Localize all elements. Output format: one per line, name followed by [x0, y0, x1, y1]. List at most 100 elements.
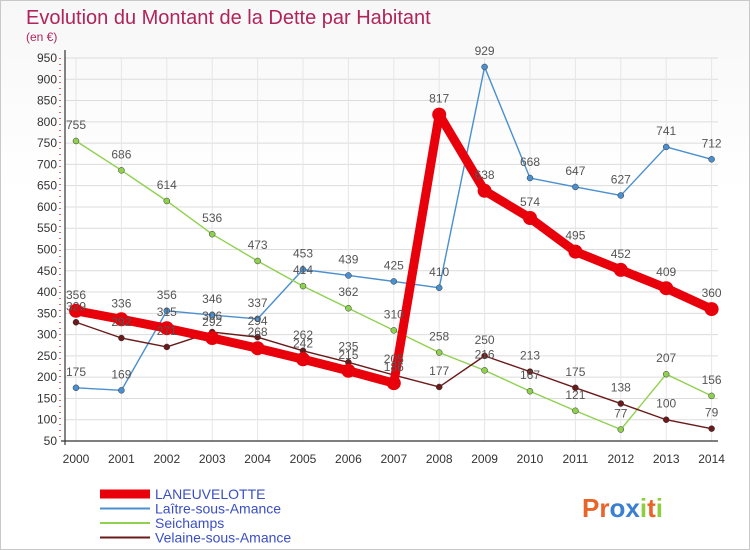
y-tick-label: 700 [37, 157, 57, 171]
data-label: 138 [611, 381, 631, 395]
data-label: 77 [614, 407, 628, 421]
data-point [254, 257, 261, 265]
data-point [617, 426, 625, 433]
data-point [704, 302, 719, 317]
data-point [481, 352, 488, 360]
data-label: 817 [429, 92, 449, 106]
data-point [617, 192, 625, 199]
data-point [435, 284, 443, 292]
legend-label: Velaine-sous-Amance [155, 530, 291, 546]
data-point [72, 384, 80, 392]
data-label: 213 [520, 349, 540, 363]
data-label: 409 [656, 265, 676, 279]
data-point [572, 183, 579, 191]
data-label: 638 [475, 168, 495, 182]
data-label: 186 [384, 360, 404, 374]
data-label: 741 [656, 124, 676, 138]
data-point [572, 384, 579, 392]
data-point [526, 387, 534, 395]
data-label: 262 [293, 328, 313, 342]
y-tick-label: 850 [37, 94, 57, 108]
data-point [208, 230, 216, 238]
data-label: 495 [565, 229, 585, 243]
data-point [526, 368, 534, 375]
logo-letter: P [582, 493, 599, 523]
data-point [254, 333, 261, 341]
logo-letter: t [647, 493, 656, 523]
data-label: 169 [111, 367, 131, 381]
data-label: 414 [293, 263, 313, 277]
data-label: 329 [66, 299, 86, 313]
data-label: 410 [429, 265, 449, 279]
data-point [708, 392, 715, 400]
legend-label: Seichamps [155, 515, 224, 531]
x-tick-label: 2004 [244, 452, 271, 466]
x-tick-label: 2003 [199, 452, 226, 466]
data-point [163, 343, 171, 351]
x-tick-label: 2010 [517, 452, 544, 466]
data-label: 294 [248, 314, 268, 328]
data-label: 306 [202, 309, 222, 323]
logo-letter: x [625, 493, 640, 523]
data-point [481, 63, 488, 71]
data-label: 453 [293, 247, 313, 261]
data-point [432, 107, 447, 122]
data-label: 177 [429, 364, 449, 378]
data-point [572, 407, 579, 415]
data-label: 216 [475, 347, 495, 361]
chart-title: Evolution du Montant de la Dette par Hab… [26, 7, 431, 29]
data-point [568, 244, 583, 259]
data-point [526, 174, 534, 182]
data-point [390, 327, 398, 334]
logo-letter: r [599, 493, 609, 523]
data-label: 258 [429, 329, 449, 343]
data-label: 712 [702, 136, 722, 150]
y-tick-label: 150 [37, 391, 57, 405]
data-label: 315 [157, 305, 177, 319]
data-point [118, 387, 125, 394]
data-point [299, 266, 307, 273]
data-point [662, 370, 670, 378]
x-tick-label: 2005 [290, 452, 317, 466]
data-point [163, 197, 171, 205]
logo-letter: i [656, 493, 663, 523]
data-label: 452 [611, 247, 631, 261]
data-point [435, 383, 443, 391]
data-point [250, 341, 265, 356]
logo-letter: i [640, 493, 647, 523]
x-tick-label: 2013 [653, 452, 680, 466]
y-tick-label: 350 [37, 306, 57, 320]
data-label: 356 [157, 288, 177, 302]
y-tick-label: 500 [37, 243, 57, 257]
y-tick-label: 300 [37, 328, 57, 342]
x-tick-label: 2006 [335, 452, 362, 466]
data-label: 425 [384, 258, 404, 272]
data-point [477, 183, 492, 198]
data-label: 336 [111, 296, 131, 310]
data-point [341, 363, 356, 378]
data-point [662, 416, 670, 423]
data-label: 686 [111, 147, 131, 161]
data-label: 614 [157, 178, 177, 192]
data-label: 668 [520, 155, 540, 169]
x-tick-label: 2007 [380, 452, 407, 466]
data-label: 205 [384, 352, 404, 366]
data-label: 356 [66, 288, 86, 302]
data-label: 574 [520, 195, 540, 209]
data-point [205, 331, 220, 346]
data-label: 536 [202, 211, 222, 225]
data-label: 755 [66, 118, 86, 132]
data-label: 929 [475, 44, 495, 58]
y-tick-label: 750 [37, 136, 57, 150]
data-point [386, 376, 401, 391]
data-label: 175 [565, 365, 585, 379]
data-label: 268 [248, 325, 268, 339]
data-label: 242 [293, 336, 313, 350]
data-label: 310 [384, 307, 404, 321]
y-tick-label: 800 [37, 115, 57, 129]
data-point [523, 211, 537, 226]
y-tick-label: 450 [37, 264, 57, 278]
data-point [208, 311, 216, 319]
data-point [345, 272, 352, 279]
data-label: 250 [475, 333, 495, 347]
